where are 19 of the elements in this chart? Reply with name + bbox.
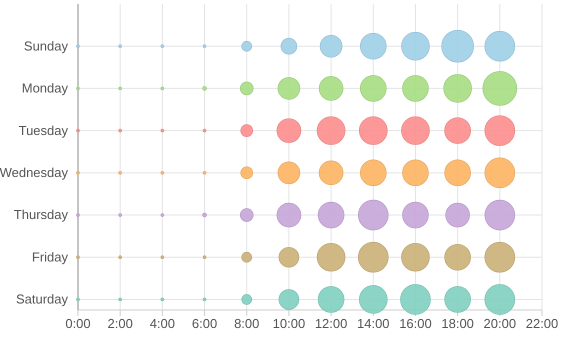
y-tick-label: Saturday	[16, 292, 68, 307]
y-tick-label: Monday	[22, 80, 68, 96]
x-tick-label: 22:00	[526, 316, 558, 332]
x-tick-label: 14:00	[357, 316, 390, 332]
x-tick-label: 8:00	[234, 316, 260, 332]
x-tick-label: 2:00	[108, 316, 133, 332]
x-tick-label: 12:00	[314, 316, 348, 332]
x-tick-label: 20:00	[484, 316, 516, 332]
y-tick-label: Wednesday	[0, 164, 68, 180]
y-tick-label: Thursday	[14, 207, 68, 222]
y-tick-label: Sunday	[24, 38, 68, 54]
x-tick-label: 0:00	[65, 316, 91, 332]
x-tick-label: 18:00	[441, 316, 474, 332]
x-tick-label: 6:00	[192, 316, 218, 332]
x-tick-label: 4:00	[150, 316, 176, 332]
x-tick-label: 16:00	[399, 316, 432, 332]
y-tick-label: Friday	[32, 249, 68, 264]
y-tick-label: Tuesday	[18, 122, 68, 138]
x-tick-label: 10:00	[272, 316, 306, 332]
